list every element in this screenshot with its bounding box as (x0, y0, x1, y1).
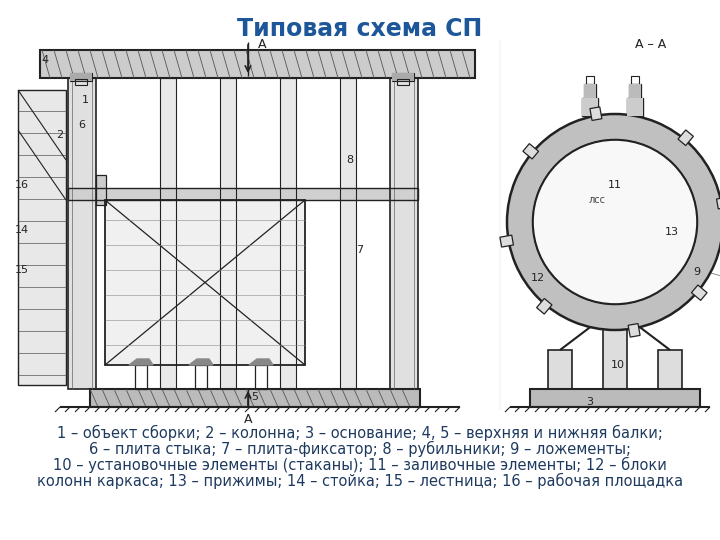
Text: Типовая схема СП: Типовая схема СП (238, 17, 482, 41)
Bar (584, 84, 596, 98)
Bar (582, 98, 598, 116)
Text: 3: 3 (587, 397, 593, 407)
Text: 1 – объект сборки; 2 – колонна; 3 – основание; 4, 5 – верхняя и нижняя балки;: 1 – объект сборки; 2 – колонна; 3 – осно… (57, 425, 663, 441)
Bar (280, 78, 296, 389)
Bar (40, 50, 475, 78)
Bar (397, 79, 409, 85)
Bar (716, 197, 720, 209)
Bar (70, 73, 92, 81)
Text: А: А (244, 413, 252, 426)
Bar (392, 73, 414, 81)
Polygon shape (249, 359, 273, 365)
Text: лсс: лсс (588, 195, 606, 205)
Bar (68, 188, 418, 200)
Bar (548, 350, 572, 389)
Bar (523, 144, 539, 159)
Bar (691, 285, 707, 300)
Bar (584, 84, 596, 98)
Bar (195, 365, 207, 389)
Text: 16: 16 (15, 180, 29, 190)
Bar (18, 90, 66, 385)
Text: 4: 4 (42, 55, 48, 65)
Text: колонн каркаса; 13 – прижимы; 14 – стойка; 15 – лестница; 16 – рабочая площадка: колонн каркаса; 13 – прижимы; 14 – стойк… (37, 473, 683, 489)
Bar (627, 98, 643, 116)
Bar (340, 78, 356, 389)
Bar (629, 84, 641, 98)
Text: 6 – плита стыка; 7 – плита-фиксатор; 8 – рубильники; 9 – ложементы;: 6 – плита стыка; 7 – плита-фиксатор; 8 –… (89, 441, 631, 457)
Text: 5: 5 (251, 392, 258, 402)
Text: 15: 15 (15, 265, 29, 275)
Polygon shape (189, 359, 213, 365)
Bar (548, 350, 572, 389)
Text: 7: 7 (356, 245, 364, 255)
Bar (678, 130, 693, 146)
Wedge shape (507, 114, 720, 330)
Bar (658, 350, 682, 389)
Bar (18, 90, 66, 385)
Bar (75, 79, 87, 85)
Bar (340, 78, 356, 389)
Bar (70, 73, 92, 81)
Bar (536, 299, 552, 314)
Text: А: А (258, 38, 266, 51)
Bar (603, 309, 627, 389)
Text: 9: 9 (693, 267, 701, 277)
Bar (627, 98, 643, 116)
Bar (628, 323, 640, 337)
Polygon shape (129, 359, 153, 365)
Bar (586, 76, 594, 84)
Text: 1: 1 (81, 95, 89, 105)
Bar (135, 365, 147, 389)
Bar (280, 78, 296, 389)
Bar (90, 389, 420, 407)
Bar (160, 78, 176, 389)
Bar (603, 309, 627, 389)
Text: 13: 13 (665, 227, 679, 237)
Bar (582, 98, 598, 116)
Bar (40, 50, 475, 78)
Circle shape (533, 140, 697, 304)
Bar (631, 76, 639, 84)
Bar (255, 365, 267, 389)
Bar (530, 389, 700, 407)
Bar (105, 200, 305, 365)
Bar (390, 78, 418, 389)
Bar (96, 175, 106, 205)
Bar (220, 78, 236, 389)
Bar (68, 188, 418, 200)
Bar (390, 78, 418, 389)
Text: 2: 2 (56, 130, 63, 140)
Bar (500, 235, 513, 247)
Text: 11: 11 (608, 180, 622, 190)
Bar (392, 73, 414, 81)
Bar (160, 78, 176, 389)
Bar (590, 107, 602, 120)
Bar (530, 389, 700, 407)
Bar (90, 389, 420, 407)
Text: А – А: А – А (635, 37, 666, 51)
Text: 12: 12 (531, 273, 545, 283)
Bar (68, 78, 96, 389)
Bar (105, 200, 305, 365)
Text: 6: 6 (78, 120, 86, 130)
Text: 8: 8 (346, 155, 354, 165)
Bar (68, 78, 96, 389)
Text: 10: 10 (611, 360, 625, 370)
Text: 14: 14 (15, 225, 29, 235)
Bar (629, 84, 641, 98)
Bar (96, 175, 106, 205)
Bar (220, 78, 236, 389)
Text: 10 – установочные элементы (стаканы); 11 – заливочные элементы; 12 – блоки: 10 – установочные элементы (стаканы); 11… (53, 457, 667, 473)
Bar (658, 350, 682, 389)
